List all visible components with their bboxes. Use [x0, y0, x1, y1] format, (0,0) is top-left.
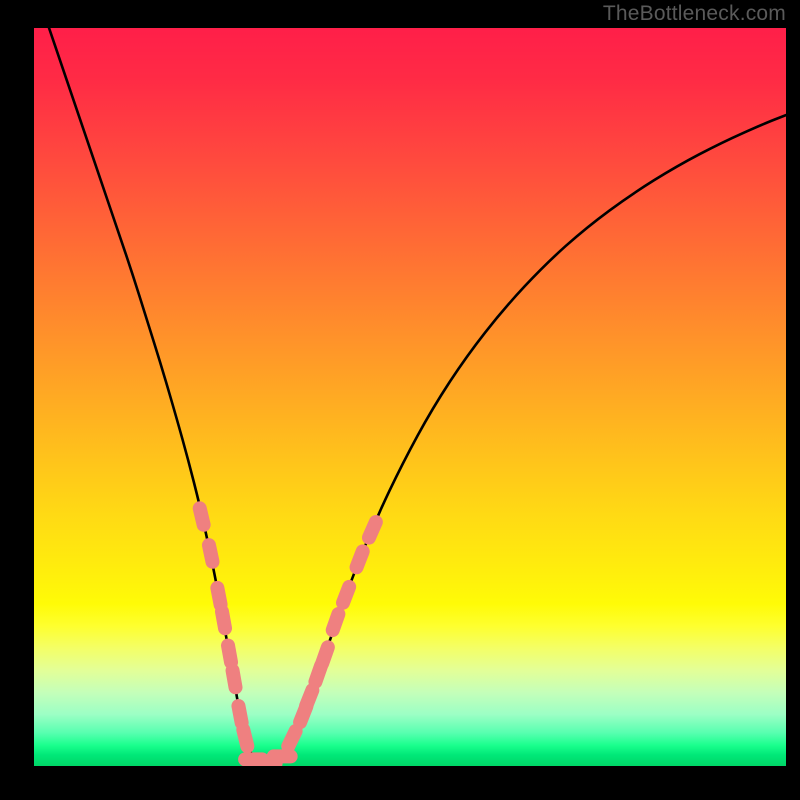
gradient-background: [34, 28, 786, 766]
chart-plot: [34, 28, 786, 766]
bead-marker: [267, 750, 297, 763]
watermark-text: TheBottleneck.com: [603, 2, 786, 26]
figure-root: TheBottleneck.com: [0, 0, 800, 800]
